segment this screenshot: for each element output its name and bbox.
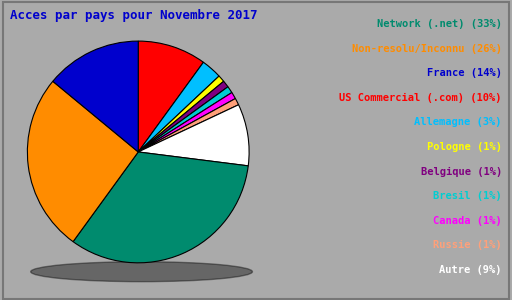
- Text: Russie (1%): Russie (1%): [433, 240, 502, 250]
- Wedge shape: [73, 152, 248, 263]
- Wedge shape: [138, 98, 239, 152]
- Text: Bresil (1%): Bresil (1%): [433, 191, 502, 201]
- Ellipse shape: [31, 262, 252, 282]
- Text: US Commercial (.com) (10%): US Commercial (.com) (10%): [339, 93, 502, 103]
- Text: Belgique (1%): Belgique (1%): [420, 167, 502, 177]
- Text: Non-resolu/Inconnu (26%): Non-resolu/Inconnu (26%): [352, 44, 502, 54]
- Wedge shape: [138, 76, 224, 152]
- Wedge shape: [53, 41, 138, 152]
- Text: Autre (9%): Autre (9%): [439, 265, 502, 275]
- Text: Allemagne (3%): Allemagne (3%): [414, 117, 502, 128]
- Wedge shape: [27, 81, 138, 242]
- Wedge shape: [138, 62, 219, 152]
- Text: Canada (1%): Canada (1%): [433, 216, 502, 226]
- Wedge shape: [138, 87, 232, 152]
- Text: France (14%): France (14%): [427, 68, 502, 78]
- Wedge shape: [138, 92, 236, 152]
- Wedge shape: [138, 105, 249, 166]
- Text: Network (.net) (33%): Network (.net) (33%): [377, 19, 502, 29]
- Text: Acces par pays pour Novembre 2017: Acces par pays pour Novembre 2017: [10, 9, 258, 22]
- Wedge shape: [138, 81, 228, 152]
- Text: Pologne (1%): Pologne (1%): [427, 142, 502, 152]
- Wedge shape: [138, 41, 203, 152]
